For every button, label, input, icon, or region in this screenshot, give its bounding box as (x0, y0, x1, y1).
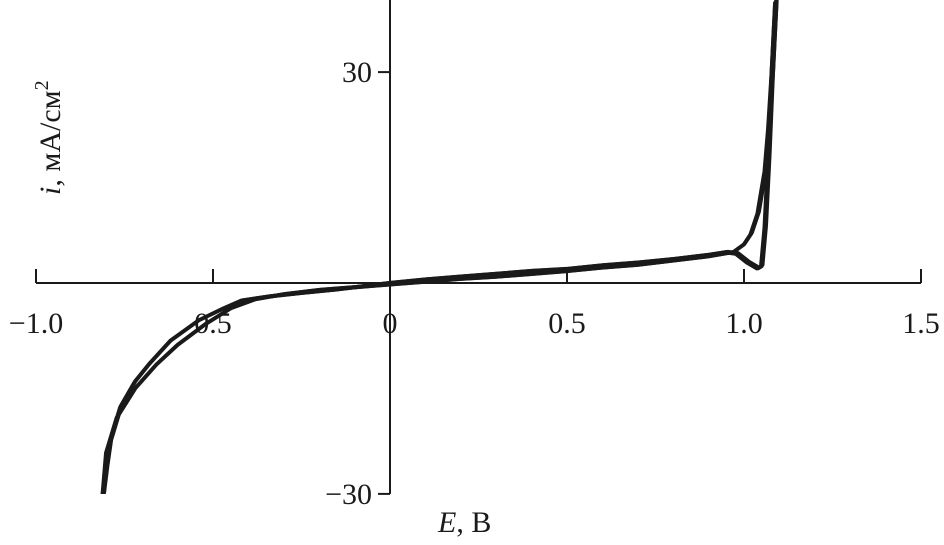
plot-area (100, 0, 779, 494)
x-tick-label: 0.5 (548, 307, 586, 340)
y-axis-label-unit: , мА/см (34, 90, 67, 186)
series-line-1 (101, 0, 778, 494)
series-line-2 (100, 1, 776, 494)
x-tick-label: 0 (383, 307, 398, 340)
x-axis-label-unit: , В (456, 506, 491, 539)
y-axis-label-sup: 2 (31, 80, 53, 90)
x-tick-label: 1.5 (902, 307, 940, 340)
y-tick-label: 30 (342, 56, 372, 89)
x-tick-label: −1.0 (9, 307, 63, 340)
x-axis-label: E, В (437, 506, 491, 539)
y-axis-label-var: i (34, 187, 67, 195)
x-axis-label-var: E (437, 506, 456, 539)
x-tick-label: 1.0 (725, 307, 763, 340)
labels: i, мА/см2 E, В (31, 80, 491, 539)
series-line-1 (100, 1, 776, 494)
series-line-1 (103, 0, 779, 494)
series-line-2 (101, 0, 778, 494)
series-line-2 (103, 0, 779, 494)
y-axis-label: i, мА/см2 (31, 80, 67, 195)
y-tick-label: −30 (325, 478, 372, 511)
axes: −1.0 0.5 0 0.5 1.0 1.530−30 (9, 0, 940, 511)
